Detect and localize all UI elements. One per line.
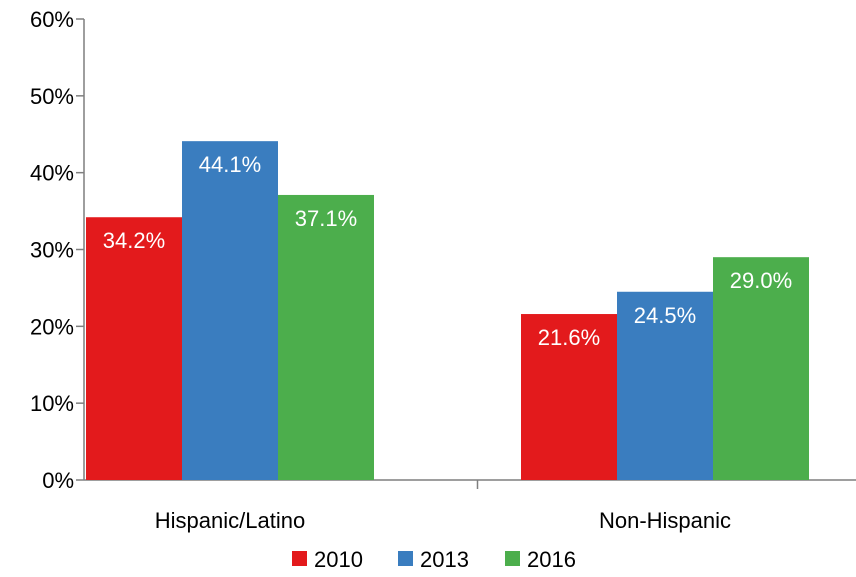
bar	[278, 194, 374, 480]
data-label: 34.2%	[103, 228, 165, 253]
bar	[617, 291, 713, 480]
legend-swatch	[398, 551, 413, 566]
y-tick-label: 10%	[30, 391, 74, 416]
data-label: 21.6%	[538, 325, 600, 350]
chart-axes: 0% 10% 20% 30% 40% 50% 60% Hispanic/Latino Non-H…	[30, 7, 856, 533]
bar	[86, 217, 182, 481]
bar	[182, 141, 278, 481]
y-tick-label: 20%	[30, 314, 74, 339]
data-label: 29.0%	[730, 268, 792, 293]
y-tick-label: 50%	[30, 84, 74, 109]
legend-label: 2013	[420, 547, 469, 572]
chart-legend: 2010 2013 2016	[292, 547, 576, 572]
y-tick-label: 0%	[42, 468, 74, 493]
y-tick-label: 60%	[30, 7, 74, 32]
bar	[713, 257, 809, 480]
chart-data-labels: 34.2% 21.6% 44.1% 24.5% 37.1% 29.0%	[103, 152, 792, 350]
y-tick-label: 30%	[30, 238, 74, 263]
bar	[521, 314, 617, 480]
data-label: 37.1%	[295, 206, 357, 231]
data-label: 44.1%	[199, 152, 261, 177]
chart-bars	[86, 141, 809, 481]
legend-label: 2016	[527, 547, 576, 572]
legend-swatch	[505, 551, 520, 566]
legend-label: 2010	[314, 547, 363, 572]
legend-swatch	[292, 551, 307, 566]
x-tick-label: Hispanic/Latino	[155, 508, 305, 533]
x-tick-label: Non-Hispanic	[599, 508, 731, 533]
data-label: 24.5%	[634, 303, 696, 328]
y-tick-label: 40%	[30, 161, 74, 186]
